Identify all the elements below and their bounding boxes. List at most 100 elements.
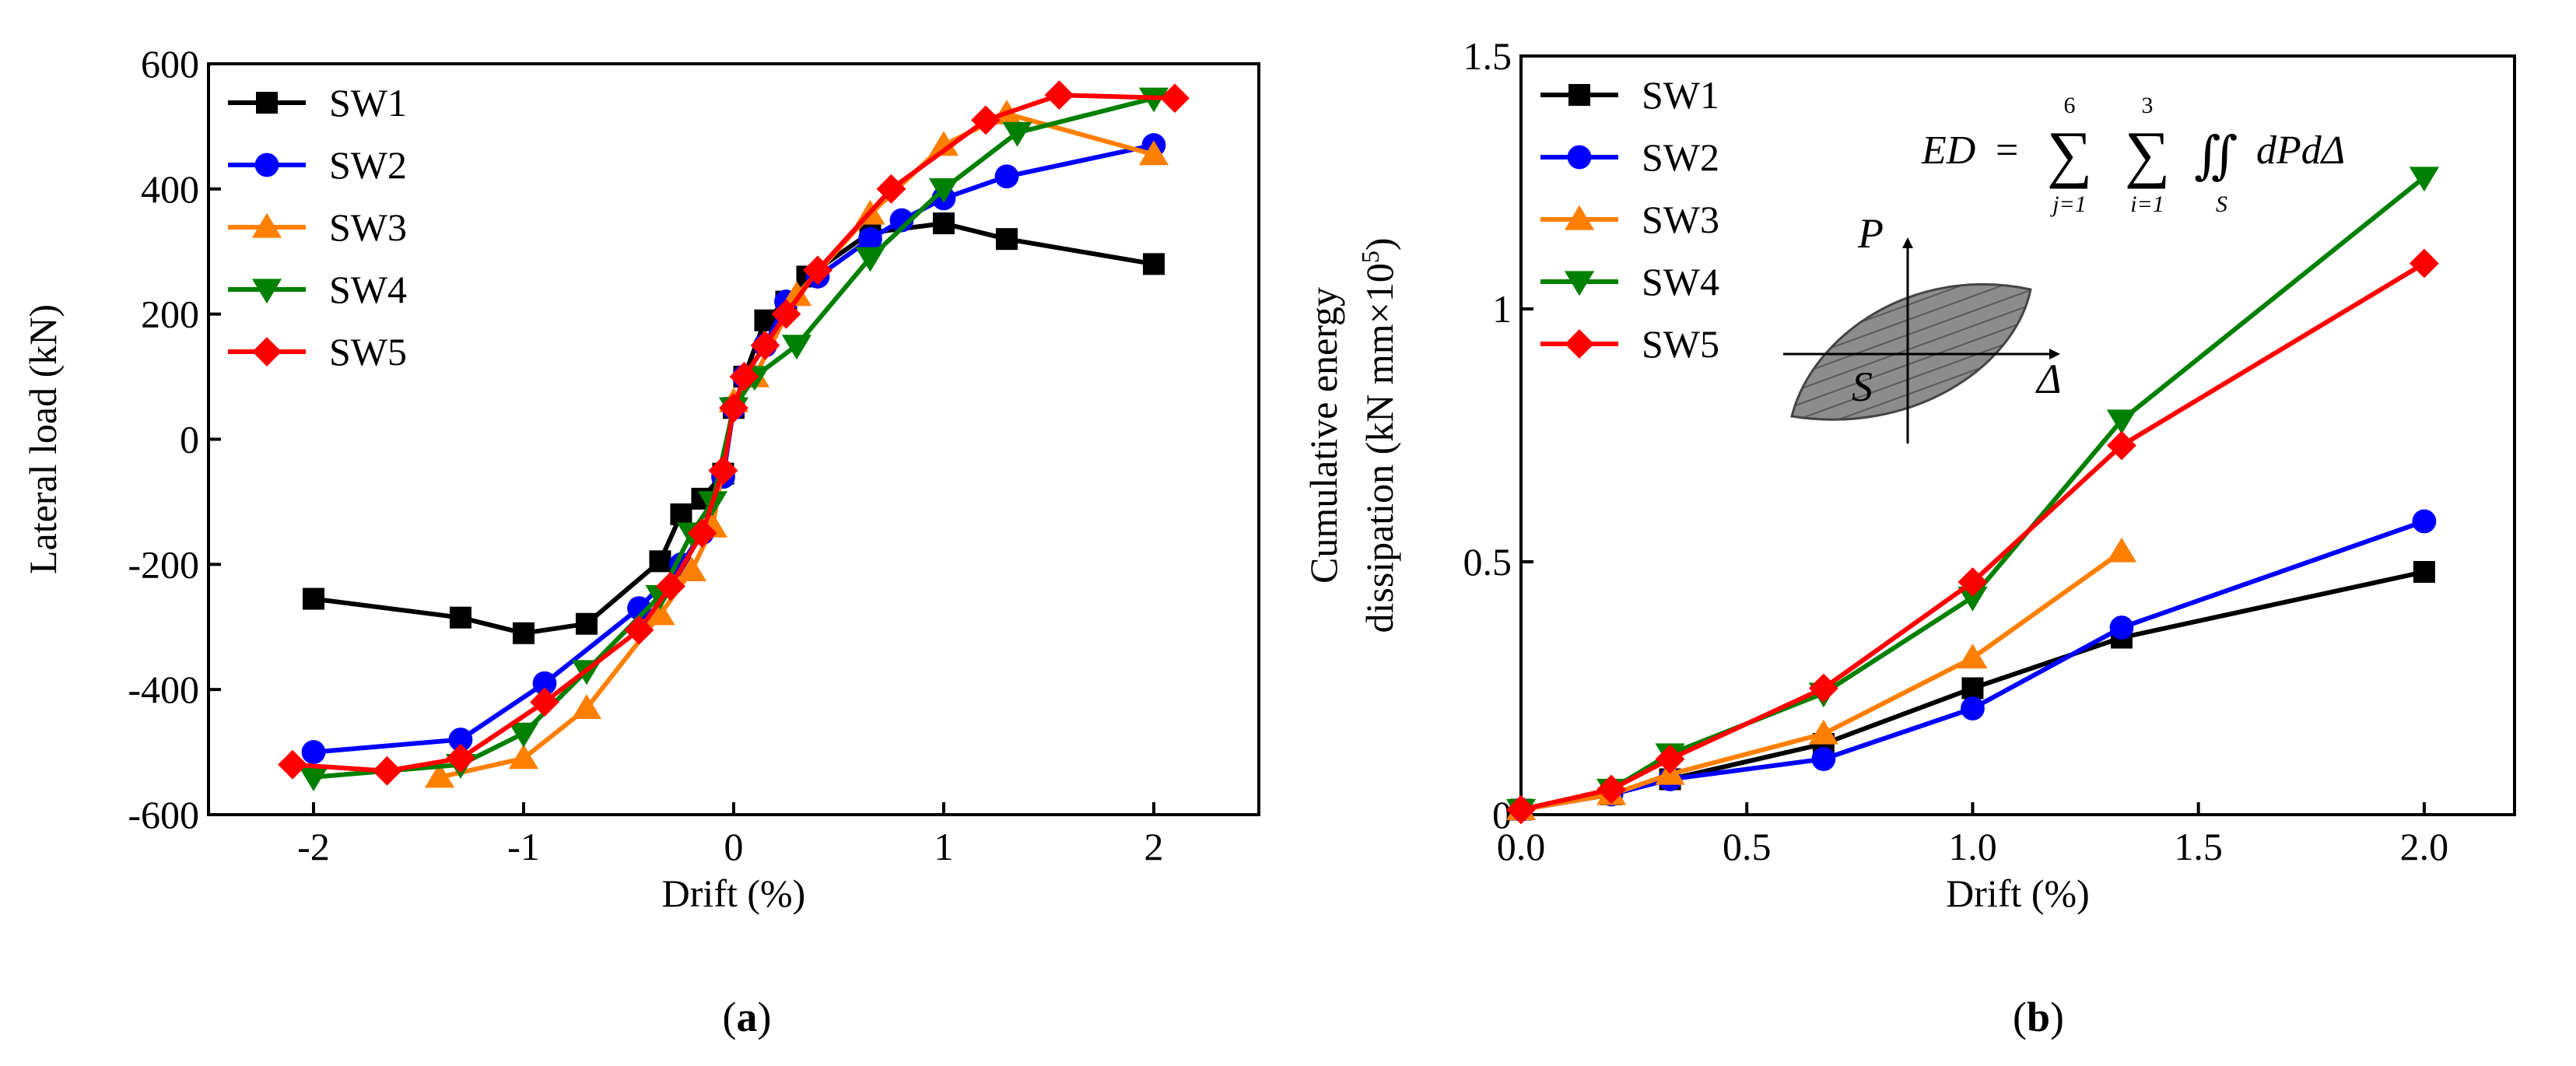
data-point-sw3-b xyxy=(2106,537,2137,563)
data-point-sw5-b xyxy=(1809,673,1838,703)
legend-marker-sw1-a xyxy=(256,92,278,114)
x-tick-label-a: -1 xyxy=(507,825,540,868)
y-tick-label-a: 0 xyxy=(180,418,199,461)
data-point-sw3-a xyxy=(645,600,675,626)
data-point-sw4-a xyxy=(928,178,959,204)
x-tick-label-b: 1.0 xyxy=(1948,825,1997,868)
data-point-sw1-a xyxy=(513,622,534,644)
formula-sum2-bottom: i=1 xyxy=(2130,191,2164,217)
y-tick-label-b: 1 xyxy=(1492,287,1512,331)
data-point-sw2-a xyxy=(448,728,473,752)
x-tick-label-a: -2 xyxy=(297,825,330,868)
y-axis-label-a: Lateral load (kN) xyxy=(21,304,65,574)
y-axis-label-line2-sup: 5 xyxy=(1356,251,1384,263)
data-point-sw5-a xyxy=(446,743,475,773)
legend-label-sw1-a: SW1 xyxy=(329,81,407,124)
data-point-sw1-b xyxy=(2413,561,2435,583)
y-axis-label-line2-b: dissipation (kN mm×105) xyxy=(1356,237,1401,633)
legend-label-sw2-b: SW2 xyxy=(1642,135,1719,179)
legend-marker-sw4-b xyxy=(1564,271,1595,296)
data-point-sw1-a xyxy=(450,606,471,629)
x-axis-label-a: Drift (%) xyxy=(662,871,806,915)
y-tick-label-a: 600 xyxy=(141,42,199,86)
x-tick-label-a: 1 xyxy=(934,825,954,868)
legend-marker-sw2-b xyxy=(1567,145,1592,170)
data-point-sw5-a xyxy=(656,571,685,601)
data-point-sw5-b xyxy=(1957,567,1988,597)
formula-integrand: dPdΔ xyxy=(2256,128,2345,173)
formula-lhs: ED xyxy=(1921,128,1975,173)
data-point-sw2-a xyxy=(994,164,1019,189)
x-tick-label-a: 2 xyxy=(1144,825,1164,868)
formula-sum1: ∑ xyxy=(2047,118,2092,189)
data-point-sw2-b xyxy=(2412,509,2437,534)
legend-marker-sw2-a xyxy=(254,153,279,177)
series-line-sw5-a xyxy=(292,93,1176,773)
data-point-sw4-a xyxy=(298,766,329,791)
data-point-sw5-a xyxy=(729,362,759,391)
x-axis-label-b: Drift (%) xyxy=(1946,871,2090,915)
data-point-sw1-a xyxy=(933,212,955,235)
legend-label-sw2-a: SW2 xyxy=(329,143,407,187)
data-point-sw1-a xyxy=(996,228,1018,251)
formula-integral-sub: S xyxy=(2216,191,2227,217)
data-point-sw4-a xyxy=(1002,121,1032,147)
data-point-sw5-b xyxy=(1596,774,1626,805)
y-tick-label-b: 1.5 xyxy=(1463,34,1512,78)
data-point-sw2-a xyxy=(889,208,914,233)
data-point-sw2-a xyxy=(301,740,326,764)
y-tick-label-b: 0.5 xyxy=(1463,540,1512,584)
data-point-sw1-a xyxy=(576,612,598,635)
data-point-sw5-b xyxy=(1655,744,1685,774)
hysteresis-loop-shape xyxy=(1790,282,2032,421)
data-point-sw5-a xyxy=(530,687,559,717)
inset-s-label: S xyxy=(1852,363,1873,410)
x-tick-label-b: 1.5 xyxy=(2174,825,2223,868)
formula-integral: ∬ xyxy=(2194,128,2238,184)
data-point-sw1-a xyxy=(303,587,324,610)
series-line-sw2-a xyxy=(313,142,1155,755)
legend-label-sw5-b: SW5 xyxy=(1642,322,1719,366)
data-point-sw3-a xyxy=(676,556,707,582)
formula-sum1-bottom: j=1 xyxy=(2049,191,2087,217)
data-point-sw1-a xyxy=(649,550,671,573)
data-point-sw1-b xyxy=(1961,677,1984,700)
data-point-sw4-b xyxy=(2409,167,2440,192)
data-point-sw5-a xyxy=(876,174,906,204)
data-point-sw5-a xyxy=(771,299,801,329)
data-point-sw3-b xyxy=(1957,643,1988,669)
y-axis-label-line2-main: dissipation (kN mm×10 xyxy=(1358,263,1401,633)
data-point-sw5-b xyxy=(2107,430,2136,461)
y-axis-label-line2-end: ) xyxy=(1358,237,1401,251)
caption-a: (a) xyxy=(723,994,772,1040)
legend-marker-sw3-b xyxy=(1564,205,1595,230)
legend-marker-sw5-b xyxy=(1565,329,1594,359)
data-point-sw5-a xyxy=(1160,83,1190,114)
data-point-sw4-a xyxy=(781,335,812,360)
data-point-sw5-a xyxy=(719,393,748,423)
series-line-sw1-a xyxy=(313,221,1155,636)
inset-p-label: P xyxy=(1857,210,1884,257)
formula-sum2: ∑ xyxy=(2125,118,2170,189)
chart-a: -2 -1 0 1 2 -600 -400 -200 0 200 400 600 Drift (%) SW… xyxy=(21,42,1260,915)
legend-label-sw1-b: SW1 xyxy=(1642,73,1719,117)
data-point-sw3-b xyxy=(1808,719,1839,745)
data-point-sw4-b xyxy=(2106,409,2137,435)
legend-label-sw3-b: SW3 xyxy=(1642,198,1719,241)
data-point-sw4-a xyxy=(855,247,885,272)
data-point-sw5-a xyxy=(971,105,1001,135)
data-point-sw5-b xyxy=(1506,794,1536,825)
legend-label-sw5-a: SW5 xyxy=(329,330,407,373)
data-point-sw5-a xyxy=(708,455,738,486)
y-tick-label-a: -200 xyxy=(128,542,199,586)
data-point-sw3-a xyxy=(508,744,539,770)
formula-equals: = xyxy=(1996,128,2018,173)
caption-b: (b) xyxy=(2013,994,2064,1040)
data-point-sw2-a xyxy=(532,671,557,696)
data-point-sw5-a xyxy=(687,518,717,549)
legend-marker-sw5-a xyxy=(252,337,282,366)
legend-label-sw3-a: SW3 xyxy=(329,205,407,249)
y-tick-label-a: 200 xyxy=(141,293,199,336)
formula-sum1-top: 6 xyxy=(2064,93,2076,118)
inset-delta-label: Δ xyxy=(2035,356,2062,402)
